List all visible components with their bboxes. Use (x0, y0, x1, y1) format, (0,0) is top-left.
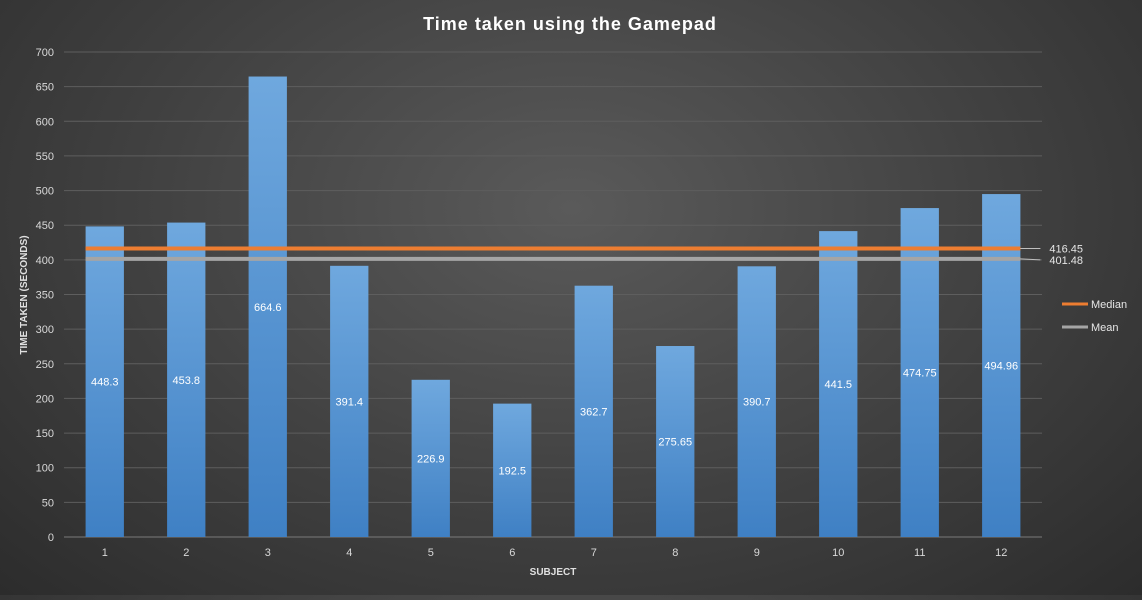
bar (900, 208, 939, 537)
bar-value-label: 391.4 (335, 396, 363, 408)
bar (982, 194, 1021, 538)
y-tick-label: 500 (36, 186, 54, 198)
bar (574, 285, 613, 537)
bar-value-label: 441.5 (824, 379, 852, 391)
x-axis-title: SUBJECT (530, 567, 577, 578)
y-tick-label: 100 (36, 463, 54, 475)
y-tick-label: 350 (36, 290, 54, 302)
y-tick-label: 650 (36, 82, 54, 94)
bar-value-label: 448.3 (91, 377, 119, 389)
reference-leader-line (1020, 258, 1041, 261)
bar-value-label: 226.9 (417, 453, 445, 465)
x-tick-label: 6 (509, 547, 515, 559)
y-tick-label: 50 (42, 497, 54, 509)
bar (167, 222, 206, 537)
x-axis-ticks: 1 2 3 4 5 6 7 8 9 10 11 12 (102, 547, 1008, 559)
reference-value-label: 401.48 (1049, 255, 1083, 267)
bar-value-label: 453.8 (172, 375, 200, 387)
legend-label: Median (1091, 299, 1127, 311)
bar-value-label: 390.7 (743, 397, 771, 409)
y-tick-label: 150 (36, 428, 54, 440)
bar (493, 403, 532, 537)
gridlines (64, 51, 1042, 538)
bar (737, 266, 776, 537)
x-tick-label: 2 (183, 547, 189, 559)
bar (330, 265, 369, 537)
x-tick-label: 4 (346, 547, 352, 559)
y-tick-label: 200 (36, 393, 54, 405)
x-tick-label: 11 (914, 547, 925, 559)
x-tick-label: 8 (672, 547, 678, 559)
bar (411, 379, 450, 537)
x-tick-label: 10 (832, 547, 844, 559)
x-tick-label: 9 (754, 547, 760, 559)
reference-value-label: 416.45 (1049, 243, 1083, 255)
y-tick-label: 450 (36, 220, 54, 232)
y-tick-label: 300 (36, 324, 54, 336)
x-tick-label: 12 (995, 547, 1007, 559)
bar (656, 346, 695, 537)
bar-value-label: 664.6 (254, 302, 282, 314)
legend: Median Mean (1062, 299, 1127, 334)
bar-value-label: 192.5 (498, 465, 526, 477)
bar-value-label: 494.96 (984, 361, 1018, 373)
x-tick-label: 7 (591, 547, 597, 559)
legend-label: Mean (1091, 322, 1119, 334)
bar (819, 231, 858, 537)
y-tick-label: 400 (36, 255, 54, 267)
y-axis-title: TIME TAKEN (SECONDS) (19, 235, 30, 354)
chart-title: Time taken using the Gamepad (423, 14, 717, 34)
bar (85, 226, 124, 537)
y-tick-label: 600 (36, 116, 54, 128)
bar-value-label: 275.65 (658, 437, 692, 449)
y-tick-label: 550 (36, 151, 54, 163)
x-tick-label: 5 (428, 547, 434, 559)
bar-value-label: 362.7 (580, 406, 608, 418)
y-tick-label: 700 (36, 47, 54, 59)
y-axis-ticks: 0 50 100 150 200 250 300 350 400 450 500 550 600 650 7… (36, 47, 54, 544)
x-tick-label: 3 (265, 547, 271, 559)
bar (248, 76, 287, 537)
bars: 448.3 453.8 664.6 391.4 226.9 192.5 362.7 275.6… (85, 76, 1021, 538)
bar-value-label: 474.75 (903, 368, 937, 380)
y-tick-label: 250 (36, 359, 54, 371)
y-tick-label: 0 (48, 532, 54, 544)
x-tick-label: 1 (102, 547, 108, 559)
